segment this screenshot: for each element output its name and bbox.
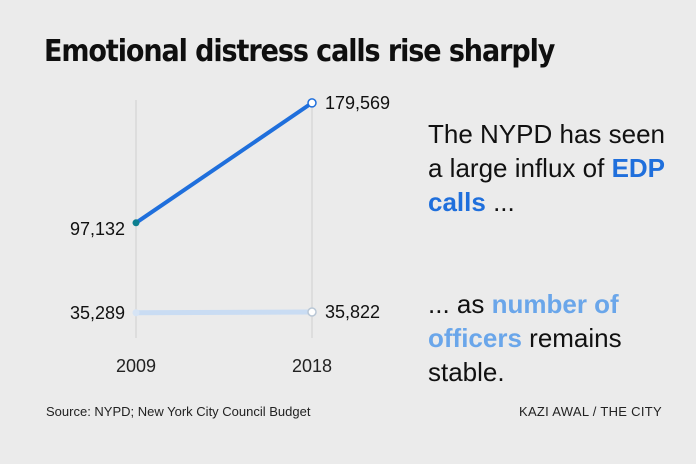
point-officers-2009	[132, 309, 140, 317]
point-edp-calls-2018	[307, 98, 317, 108]
point-officers-2018	[307, 307, 317, 317]
x-tick-label-2009: 2009	[116, 356, 156, 376]
annotation-edp-calls: The NYPD has seen a large influx of EDP …	[428, 117, 678, 219]
annotation-officers: ... as number of officers remains stable…	[428, 287, 678, 389]
annotation-edp-post: ...	[493, 187, 515, 217]
x-tick-label-2018: 2018	[292, 356, 332, 376]
chart-layer: 2009 2018 35,289 35,822 97,132 179,569	[70, 93, 390, 376]
point-edp-calls-2009	[132, 219, 140, 227]
annotation-officers-pre: ... as	[428, 289, 485, 319]
data-label-edp-calls-2018: 179,569	[325, 93, 390, 113]
chart-title: Emotional distress calls rise sharply	[44, 34, 555, 69]
annotation-edp-highlight: EDP calls	[428, 153, 665, 217]
data-label-edp-calls-2009: 97,132	[70, 219, 125, 239]
data-label-officers-2009: 35,289	[70, 303, 125, 323]
series-line-edp-calls	[134, 100, 314, 225]
annotation-edp-pre: The NYPD has seen a large influx of	[428, 119, 666, 183]
series-line-officers	[133, 309, 315, 316]
annotation-officers-post: remains stable.	[428, 323, 622, 387]
annotation-officers-highlight: number of officers	[428, 289, 619, 353]
data-label-officers-2018: 35,822	[325, 302, 380, 322]
credit-note: KAZI AWAL / THE CITY	[518, 404, 662, 419]
source-note: Source: NYPD; New York City Council Budg…	[46, 404, 311, 419]
